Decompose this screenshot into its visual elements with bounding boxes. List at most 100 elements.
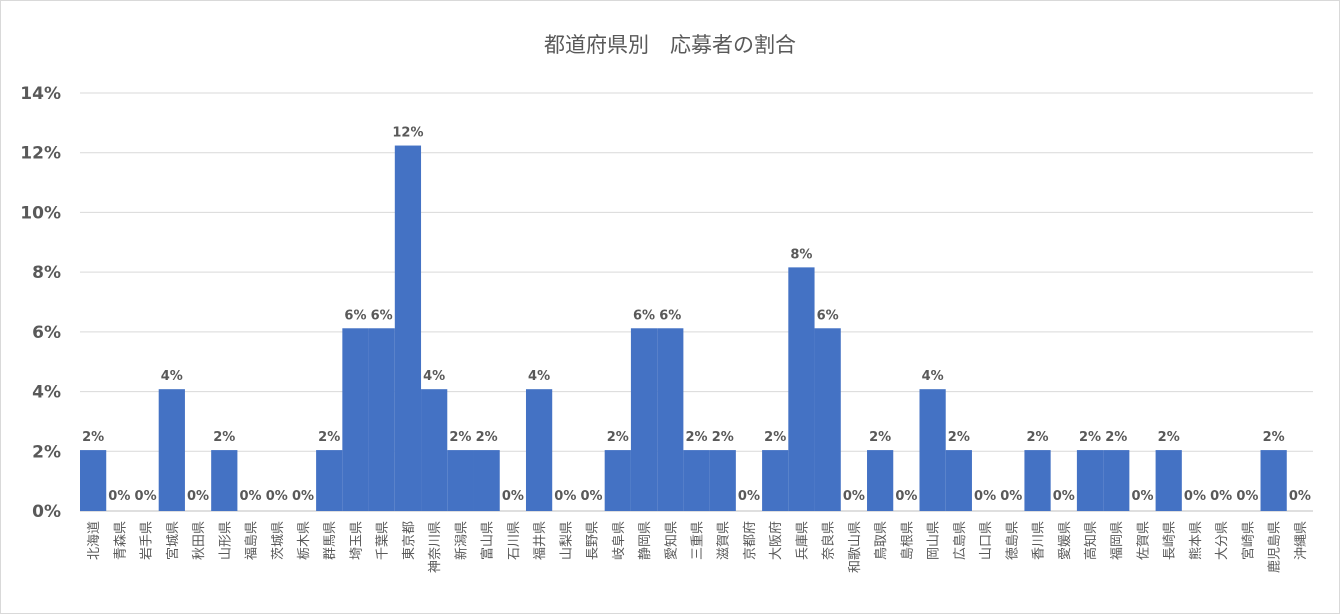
x-tick-label: 青森県 (113, 521, 128, 560)
x-tick-text: 静岡県 (638, 521, 653, 560)
x-tick-label: 東京都 (401, 521, 417, 560)
bar (630, 328, 658, 511)
x-tick-text: 岩手県 (140, 521, 155, 560)
data-label: 6% (659, 308, 681, 323)
data-label: 0% (108, 489, 130, 504)
x-tick-label: 香川県 (1032, 521, 1047, 560)
data-label: 0% (1289, 489, 1311, 504)
x-tick-label: 秋田県 (192, 521, 207, 560)
bar (158, 389, 185, 511)
x-tick-label: 熊本県 (1188, 521, 1204, 560)
x-tick-text: 和歌山県 (848, 521, 863, 573)
x-tick-label: 山梨県 (559, 521, 574, 560)
x-tick-text: 滋賀県 (717, 521, 732, 560)
bar (945, 450, 972, 511)
y-tick-label: 0% (32, 502, 61, 522)
data-label: 2% (1079, 430, 1101, 445)
x-tick-text: 香川県 (1032, 521, 1047, 560)
bar (604, 450, 631, 511)
x-tick-text: 鳥取県 (874, 521, 889, 560)
bar (80, 450, 107, 511)
data-label: 2% (1158, 430, 1180, 445)
data-label: 0% (974, 489, 996, 504)
data-label: 0% (1184, 489, 1206, 504)
y-tick-label: 12% (20, 144, 61, 164)
data-label: 0% (135, 489, 157, 504)
y-tick-label: 2% (32, 442, 61, 462)
bar (525, 389, 553, 511)
data-label: 2% (607, 430, 629, 445)
x-tick-label: 山形県 (218, 521, 233, 560)
data-label: 0% (1000, 489, 1022, 504)
x-tick-text: 長野県 (586, 521, 601, 560)
bar (762, 450, 789, 511)
data-label: 2% (685, 430, 707, 445)
data-label: 2% (449, 430, 471, 445)
x-tick-text: 愛知県 (663, 521, 679, 560)
x-tick-label: 広島県 (953, 521, 968, 560)
bar (1155, 450, 1182, 511)
x-tick-text: 群馬県 (323, 521, 338, 560)
bar (1103, 450, 1130, 511)
x-tick-label: 宮崎県 (1240, 521, 1256, 560)
data-label: 0% (292, 489, 314, 504)
x-tick-label: 佐賀県 (1136, 521, 1151, 560)
bar (814, 328, 841, 511)
data-label: 0% (266, 489, 288, 504)
data-label: 0% (239, 489, 261, 504)
x-tick-label: 埼玉県 (349, 521, 364, 560)
data-label: 2% (764, 430, 786, 445)
bar (342, 328, 369, 511)
x-tick-label: 京都府 (743, 521, 758, 560)
x-tick-label: 滋賀県 (717, 521, 732, 560)
x-tick-text: 山梨県 (559, 521, 574, 560)
x-tick-text: 新潟県 (453, 521, 469, 560)
x-tick-text: 大阪府 (769, 521, 784, 560)
data-labels: 2% 4% 0% 2% 0% 0% 0% 2% 6% 6% 12% 4% 2% 2% 0% 4% 0% 0% 2% 6… (82, 126, 1311, 504)
x-tick-text: 福岡県 (1110, 521, 1125, 560)
data-label: 4% (161, 369, 183, 384)
bar (709, 450, 736, 511)
x-tick-text: 茨城県 (271, 521, 286, 560)
x-tick-text: 栃木県 (297, 521, 312, 560)
x-tick-label: 福井県 (533, 521, 548, 560)
bar (788, 267, 815, 511)
x-tick-text: 高知県 (1083, 521, 1099, 560)
x-tick-text: 福井県 (533, 521, 548, 560)
data-label: 0% (1210, 489, 1232, 504)
x-tick-label: 福岡県 (1110, 521, 1125, 560)
x-tick-text: 奈良県 (821, 521, 837, 560)
data-label: 0% (1131, 489, 1153, 504)
x-tick-label: 福島県 (245, 521, 260, 560)
bars (80, 145, 1287, 511)
x-tick-text: 兵庫県 (795, 521, 810, 560)
x-tick-label: 沖縄県 (1294, 521, 1309, 560)
data-label: 0% (554, 489, 576, 504)
x-tick-label: 山口県 (979, 521, 994, 560)
x-tick-text: 千葉県 (376, 521, 391, 560)
data-label: 2% (948, 430, 970, 445)
x-tick-label: 神奈川県 (428, 521, 443, 573)
x-tick-text: 佐賀県 (1136, 521, 1151, 560)
x-tick-label: 長崎県 (1163, 521, 1178, 560)
x-tick-label: 兵庫県 (795, 521, 810, 560)
y-axis-ticks: 0% 2% 4% 6% 8% 10% 12% 14% (20, 84, 61, 522)
x-tick-text: 秋田県 (192, 521, 207, 560)
bar (473, 450, 500, 511)
x-tick-label: 三重県 (690, 521, 706, 560)
x-tick-text: 宮城県 (165, 521, 181, 560)
x-tick-text: 三重県 (690, 521, 706, 560)
x-tick-label: 茨城県 (271, 521, 286, 560)
x-tick-text: 神奈川県 (428, 521, 443, 573)
bar (1076, 450, 1104, 511)
data-label: 2% (712, 430, 734, 445)
x-tick-label: 栃木県 (297, 521, 312, 560)
x-tick-label: 北海道 (87, 521, 102, 560)
x-tick-text: 富山県 (480, 521, 496, 560)
chart-title: 都道府県別 応募者の割合 (544, 33, 796, 57)
bar (316, 450, 343, 511)
data-label: 2% (82, 430, 104, 445)
data-label: 6% (344, 308, 366, 323)
bar (394, 145, 422, 511)
